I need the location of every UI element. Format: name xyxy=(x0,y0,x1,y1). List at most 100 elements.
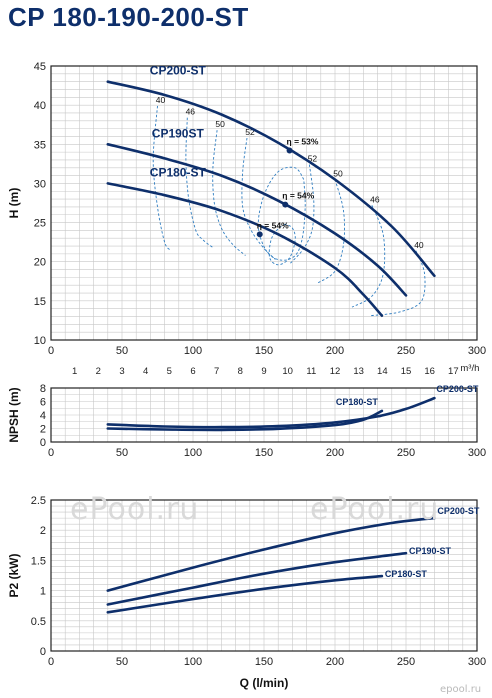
efficiency-isoline xyxy=(185,117,214,248)
series-label: CP200-ST xyxy=(150,64,207,78)
x-tick-label: 100 xyxy=(184,656,202,668)
x2-tick-label: 5 xyxy=(167,366,172,377)
power-frame xyxy=(50,499,478,652)
x-axis-title: Q (l/min) xyxy=(240,676,289,690)
x-tick-label: 250 xyxy=(397,345,415,357)
x-tick-label: 50 xyxy=(116,447,128,459)
efficiency-isoline xyxy=(212,130,246,256)
efficiency-label: 50 xyxy=(333,169,343,179)
x2-tick-label: 9 xyxy=(261,366,266,377)
x-tick-label: 0 xyxy=(48,447,54,459)
x2-tick-label: 2 xyxy=(96,366,101,377)
y-tick-label: 45 xyxy=(34,61,46,73)
x-tick-label: 0 xyxy=(48,345,54,357)
x2-tick-label: 11 xyxy=(306,366,316,377)
x-tick-label: 200 xyxy=(326,656,344,668)
x-tick-label: 0 xyxy=(48,656,54,668)
x-tick-label: 150 xyxy=(255,345,273,357)
x2-tick-label: 3 xyxy=(119,366,124,377)
series-line xyxy=(106,396,436,429)
watermark-corner-text: epool.ru xyxy=(440,684,481,695)
y-tick-label: 20 xyxy=(34,257,46,269)
y-tick-label: 8 xyxy=(40,383,46,395)
y-tick-label: 2 xyxy=(40,424,46,436)
series-line xyxy=(106,80,436,278)
x2-tick-label: 4 xyxy=(143,366,148,377)
series-label: CP180-ST xyxy=(150,165,207,179)
x-tick-label: 50 xyxy=(116,656,128,668)
page-title: CP 180-190-200-ST xyxy=(8,2,249,32)
y-tick-label: 40 xyxy=(34,100,46,112)
bep-label: η = 54% xyxy=(282,191,314,201)
x-tick-label: 100 xyxy=(184,345,202,357)
efficiency-label: 50 xyxy=(215,119,225,129)
y-tick-label: 0 xyxy=(40,437,46,449)
x-tick-label: 100 xyxy=(184,447,202,459)
series-line xyxy=(106,551,408,606)
y-tick-label: 1.5 xyxy=(31,555,46,567)
x-tick-label: 300 xyxy=(468,656,486,668)
series-label: CP190-ST xyxy=(409,546,452,556)
y-tick-label: 0.5 xyxy=(31,616,46,628)
x2-tick-label: 10 xyxy=(282,366,293,377)
x2-tick-label: 16 xyxy=(424,366,435,377)
power-chart: 0 50 100 150 200 250 300 0 0.5 1 1.5 2 2.5 P2 (kW) CP2… xyxy=(7,495,486,690)
efficiency-isoline xyxy=(317,179,345,284)
watermark-text: ePool.ru xyxy=(70,492,199,527)
efficiency-isoline xyxy=(268,223,296,266)
x2-tick-label: 15 xyxy=(401,366,412,377)
x-tick-label: 150 xyxy=(255,656,273,668)
x2-tick-label: 1 xyxy=(72,366,77,377)
y-tick-label: 6 xyxy=(40,397,46,409)
series-line xyxy=(106,516,436,592)
efficiency-isolines: 40 46 50 52 52 50 46 40 xyxy=(152,95,426,317)
best-efficiency-points: η = 53% η = 54% η = 54% xyxy=(256,137,319,238)
x2-tick-label: 6 xyxy=(190,366,195,377)
efficiency-label: 52 xyxy=(245,127,255,137)
x2-tick-label: 7 xyxy=(214,366,219,377)
x2-tick-label: 12 xyxy=(330,366,341,377)
series-line xyxy=(106,182,384,317)
x2-axis: 1 2 3 4 5 6 7 8 9 10 11 12 13 14 15 16 17 m³/h xyxy=(72,363,479,377)
bep-marker xyxy=(282,201,289,208)
y-axis-title: H (m) xyxy=(7,188,21,219)
x-tick-label: 200 xyxy=(326,447,344,459)
series-line xyxy=(106,574,384,614)
x-tick-label: 300 xyxy=(468,447,486,459)
y-tick-label: 4 xyxy=(40,410,46,422)
bep-label: η = 53% xyxy=(287,137,319,147)
head-series: CP200-ST CP190ST CP180-ST xyxy=(106,64,436,317)
x-tick-label: 250 xyxy=(397,656,415,668)
y-tick-label: 2 xyxy=(40,525,46,537)
watermark-text: ePool.ru xyxy=(310,492,439,527)
power-series: CP200-ST CP190-ST CP180-ST xyxy=(106,506,480,614)
npsh-frame xyxy=(50,387,478,443)
series-line xyxy=(106,143,408,297)
x-tick-label: 200 xyxy=(326,345,344,357)
efficiency-isoline xyxy=(257,166,306,261)
bep-marker xyxy=(286,147,293,154)
efficiency-isoline xyxy=(289,164,315,265)
y-tick-label: 25 xyxy=(34,218,46,230)
x-tick-label: 50 xyxy=(116,345,128,357)
x2-tick-label: 17 xyxy=(448,366,459,377)
efficiency-label: 52 xyxy=(308,154,318,164)
efficiency-label: 40 xyxy=(156,95,166,105)
x2-tick-label: 14 xyxy=(377,366,388,377)
y-tick-label: 0 xyxy=(40,646,46,658)
x2-unit-label: m³/h xyxy=(460,363,479,374)
y-tick-label: 10 xyxy=(34,335,46,347)
series-label: CP190ST xyxy=(152,126,205,140)
efficiency-isoline xyxy=(370,250,426,317)
x2-tick-label: 8 xyxy=(238,366,243,377)
y-axis-title: NPSH (m) xyxy=(7,387,21,442)
efficiency-label: 46 xyxy=(186,107,196,117)
efficiency-label: 46 xyxy=(370,194,380,204)
y-tick-label: 1 xyxy=(40,586,46,598)
x-tick-label: 300 xyxy=(468,345,486,357)
y-tick-label: 35 xyxy=(34,139,46,151)
y-tick-label: 15 xyxy=(34,296,46,308)
bep-marker xyxy=(256,231,263,238)
